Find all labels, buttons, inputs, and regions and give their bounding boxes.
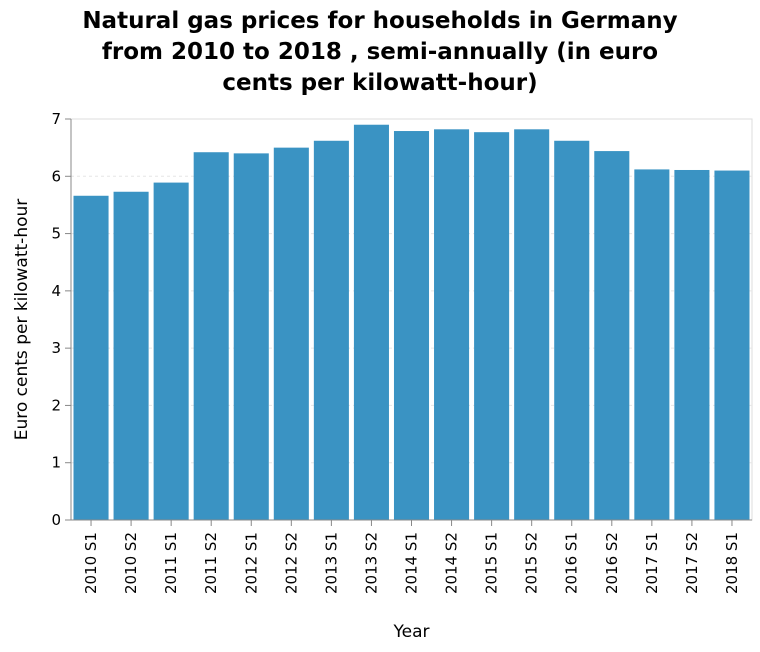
bar-2017-s1: [634, 169, 670, 520]
bar-2015-s2: [514, 129, 550, 520]
x-tick-label-2011-s1: 2011 S1: [162, 532, 180, 594]
y-tick-label-1: 1: [51, 454, 61, 472]
x-tick-label-2012-s1: 2012 S1: [242, 532, 260, 594]
chart-title: Natural gas prices for households in Ger…: [0, 6, 760, 99]
bar-2012-s2: [273, 147, 309, 520]
y-tick-label-6: 6: [51, 167, 61, 185]
x-tick-label-2010-s2: 2010 S2: [122, 532, 140, 594]
x-tick-label-2014-s1: 2014 S1: [403, 532, 421, 594]
bar-2010-s1: [73, 195, 109, 520]
bars: [73, 124, 750, 521]
x-tick-label-2016-s1: 2016 S1: [563, 532, 581, 594]
bar-2018-s1: [714, 170, 750, 521]
x-tick-label-2010-s1: 2010 S1: [82, 532, 100, 594]
bar-2016-s1: [554, 140, 590, 521]
bar-2013-s2: [353, 124, 389, 520]
x-tick-label-2013-s1: 2013 S1: [322, 532, 340, 594]
x-tick-label-2012-s2: 2012 S2: [282, 532, 300, 594]
y-axis-title: Euro cents per kilowatt-hour: [12, 199, 32, 441]
bar-2017-s2: [674, 169, 710, 520]
bar-2013-s1: [313, 140, 349, 521]
x-tick-label-2014-s2: 2014 S2: [443, 532, 461, 594]
x-tick-label-2015-s2: 2015 S2: [523, 532, 541, 594]
bar-2011-s1: [153, 182, 189, 520]
x-tick-label-2018-s1: 2018 S1: [723, 532, 741, 594]
y-tick-label-0: 0: [51, 511, 61, 529]
x-axis-title: Year: [393, 622, 430, 642]
axes: 0 1 2 3 4 5 6 7 2010 S1 2010 S2 2011 S1 2011 S2 2012…: [51, 110, 752, 594]
chart-title-line-1: Natural gas prices for households in Ger…: [82, 8, 678, 34]
bar-2014-s1: [393, 131, 430, 520]
x-tick-label-2015-s1: 2015 S1: [483, 532, 501, 594]
bar-2012-s1: [233, 153, 269, 520]
bar-2014-s2: [434, 129, 470, 520]
y-tick-label-7: 7: [51, 110, 61, 128]
x-tick-label-2013-s2: 2013 S2: [362, 532, 380, 594]
chart-title-line-3: cents per kilowatt-hour): [222, 70, 538, 96]
bar-2016-s2: [594, 151, 630, 520]
y-tick-label-4: 4: [51, 282, 61, 300]
bar-2010-s2: [113, 191, 149, 520]
x-tick-label-2017-s1: 2017 S1: [643, 532, 661, 594]
bar-2015-s1: [474, 132, 510, 520]
y-tick-label-5: 5: [51, 225, 61, 243]
x-tick-label-2017-s2: 2017 S2: [683, 532, 701, 594]
y-tick-label-2: 2: [51, 396, 61, 414]
x-tick-label-2011-s2: 2011 S2: [202, 532, 220, 594]
y-tick-label-3: 3: [51, 339, 61, 357]
x-tick-label-2016-s2: 2016 S2: [603, 532, 621, 594]
chart-title-line-2: from 2010 to 2018 , semi-annually (in eu…: [101, 39, 659, 65]
bar-2011-s2: [193, 152, 229, 520]
